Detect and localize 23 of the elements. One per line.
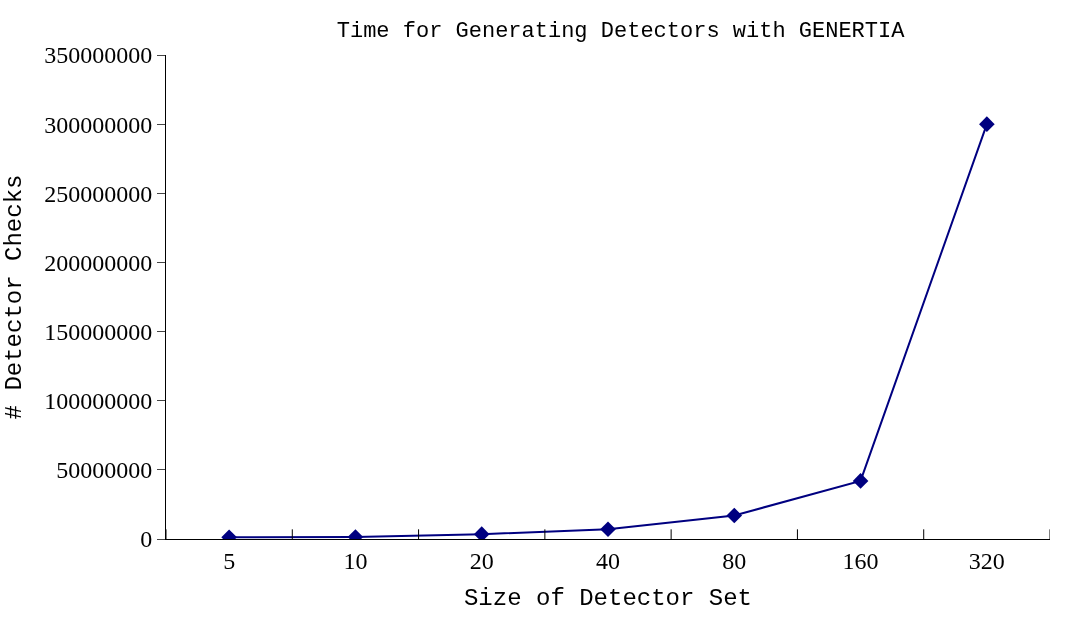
y-tick-label: 350000000 [44, 42, 153, 69]
point [979, 116, 995, 132]
y-tick-label: 150000000 [44, 318, 153, 345]
x-tick-label: 80 [722, 547, 747, 574]
y-tick-label: 300000000 [44, 111, 153, 138]
x-tick-label: 20 [469, 547, 494, 574]
point [600, 521, 616, 538]
chart-title: Time for Generating Detectors with GENERTIA [336, 19, 906, 45]
x-tick-label: 320 [968, 547, 1005, 574]
x-axis-title: Size of Detector Set [463, 585, 753, 613]
y-tick-label: 0 [140, 526, 153, 553]
point [473, 526, 490, 539]
x-tick-label: 40 [596, 547, 620, 574]
y-tick-label: 200000000 [44, 249, 153, 276]
x-tick-label: 5 [223, 547, 236, 574]
point [726, 507, 743, 524]
point [852, 473, 869, 489]
y-tick-label: 100000000 [44, 388, 153, 415]
y-axis-title: # Detector Checks [1, 174, 29, 420]
y-tick-label: 50000000 [56, 457, 153, 484]
y-tick-label: 250000000 [44, 180, 153, 207]
x-tick-label: 160 [842, 547, 879, 574]
x-tick-label: 10 [343, 547, 368, 574]
